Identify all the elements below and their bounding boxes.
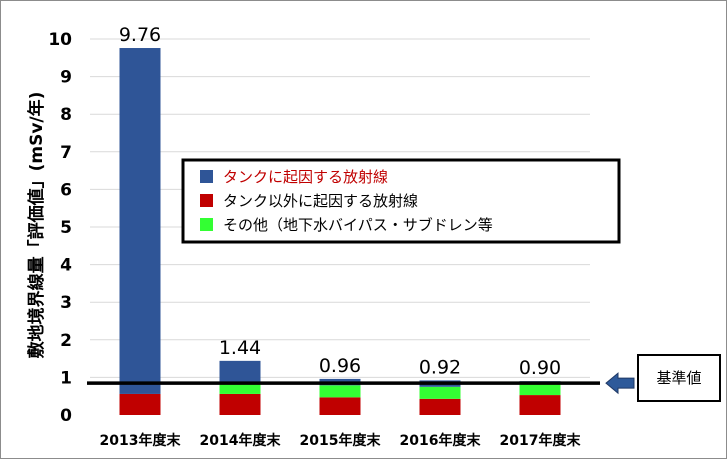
x-category-label: 2017年度末 xyxy=(500,432,582,449)
legend-swatch xyxy=(200,218,213,231)
bar-segment xyxy=(419,398,461,415)
total-data-label: 1.44 xyxy=(219,337,261,359)
legend-label: タンク以外に起因する放射線 xyxy=(223,192,418,210)
legend-swatch xyxy=(200,170,213,183)
bar-segment xyxy=(219,382,261,394)
x-category-label: 2014年度末 xyxy=(200,432,282,449)
legend-label: その他（地下水バイパス・サブドレン等 xyxy=(223,216,493,234)
bar-segment xyxy=(119,393,161,415)
x-axis-categories: 2013年度末 2014年度末 2015年度末 2016年度末 2017年度末 xyxy=(100,432,582,449)
legend-label: タンクに起因する放射線 xyxy=(223,168,388,186)
y-tick-label: 0 xyxy=(60,406,72,426)
y-tick-label: 8 xyxy=(60,105,72,125)
total-data-label: 0.92 xyxy=(419,356,461,378)
reference-label: 基準値 xyxy=(656,369,701,387)
bar-segment xyxy=(319,385,361,398)
bar-segment xyxy=(519,383,561,396)
y-tick-label: 3 xyxy=(60,293,72,313)
x-category-label: 2013年度末 xyxy=(100,432,182,449)
y-tick-label: 9 xyxy=(60,68,72,88)
legend: タンクに起因する放射線タンク以外に起因する放射線その他（地下水バイパス・サブドレ… xyxy=(181,158,621,244)
y-axis-ticks: 0 1 2 3 4 5 6 7 8 9 10 xyxy=(48,30,72,426)
legend-box xyxy=(181,158,621,244)
y-tick-label: 1 xyxy=(60,368,72,388)
data-labels: 9.76 1.44 0.96 0.92 0.90 xyxy=(119,24,561,379)
bar-segment xyxy=(319,397,361,415)
x-category-label: 2015年度末 xyxy=(300,432,382,449)
y-axis-label: 敷地境界線量「評価値」(mSv/年) xyxy=(26,92,47,359)
bar-segment xyxy=(419,386,461,399)
y-tick-label: 4 xyxy=(60,256,72,276)
y-tick-label: 10 xyxy=(48,30,72,50)
y-tick-label: 5 xyxy=(60,218,72,238)
reference-label-box xyxy=(637,354,721,402)
y-tick-label: 7 xyxy=(60,143,72,163)
y-tick-label: 2 xyxy=(60,331,72,351)
bars xyxy=(119,48,561,415)
bar-segment xyxy=(119,48,161,394)
bar-segment xyxy=(519,395,561,415)
total-data-label: 0.90 xyxy=(519,357,561,379)
y-tick-label: 6 xyxy=(60,180,72,200)
total-data-label: 9.76 xyxy=(119,24,161,46)
reference-arrow-icon xyxy=(605,372,635,395)
bar-segment xyxy=(219,360,261,383)
x-category-label: 2016年度末 xyxy=(400,432,482,449)
total-data-label: 0.96 xyxy=(319,355,361,377)
bar-segment xyxy=(219,393,261,415)
legend-swatch xyxy=(200,194,213,207)
